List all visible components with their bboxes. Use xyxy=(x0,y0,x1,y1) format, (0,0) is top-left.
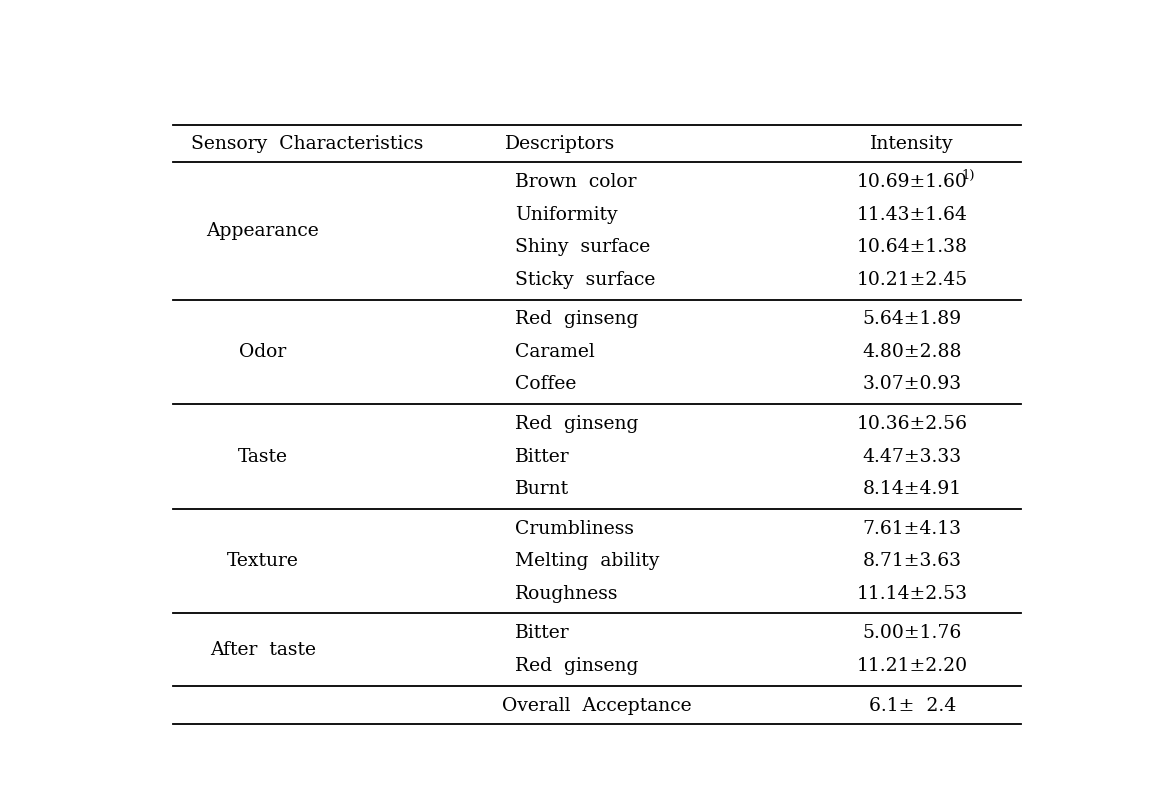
Text: Red  ginseng: Red ginseng xyxy=(516,657,639,675)
Text: Crumbliness: Crumbliness xyxy=(516,519,634,538)
Text: Sensory  Characteristics: Sensory Characteristics xyxy=(191,135,423,153)
Text: Taste: Taste xyxy=(237,447,288,465)
Text: 1): 1) xyxy=(961,169,975,182)
Text: 8.14±4.91: 8.14±4.91 xyxy=(863,480,961,498)
Text: 7.61±4.13: 7.61±4.13 xyxy=(863,519,961,538)
Text: 5.64±1.89: 5.64±1.89 xyxy=(863,311,961,328)
Text: Burnt: Burnt xyxy=(516,480,569,498)
Text: 4.80±2.88: 4.80±2.88 xyxy=(863,343,961,361)
Text: Odor: Odor xyxy=(239,343,286,361)
Text: 6.1±  2.4: 6.1± 2.4 xyxy=(868,697,956,714)
Text: 11.43±1.64: 11.43±1.64 xyxy=(857,205,967,224)
Text: Overall  Acceptance: Overall Acceptance xyxy=(502,697,691,714)
Text: Brown  color: Brown color xyxy=(516,173,637,192)
Text: 11.14±2.53: 11.14±2.53 xyxy=(857,585,967,603)
Text: 5.00±1.76: 5.00±1.76 xyxy=(863,625,961,642)
Text: Bitter: Bitter xyxy=(516,625,570,642)
Text: Bitter: Bitter xyxy=(516,447,570,465)
Text: Sticky  surface: Sticky surface xyxy=(516,270,655,289)
Text: Coffee: Coffee xyxy=(516,375,576,393)
Text: Intensity: Intensity xyxy=(871,135,954,153)
Text: Uniformity: Uniformity xyxy=(516,205,618,224)
Text: Red  ginseng: Red ginseng xyxy=(516,415,639,433)
Text: 8.71±3.63: 8.71±3.63 xyxy=(863,553,961,570)
Text: Caramel: Caramel xyxy=(516,343,595,361)
Text: 10.36±2.56: 10.36±2.56 xyxy=(857,415,967,433)
Text: Shiny  surface: Shiny surface xyxy=(516,238,651,256)
Text: Appearance: Appearance xyxy=(206,222,319,240)
Text: Texture: Texture xyxy=(227,553,299,570)
Text: 11.21±2.20: 11.21±2.20 xyxy=(857,657,967,675)
Text: 3.07±0.93: 3.07±0.93 xyxy=(863,375,961,393)
Text: Melting  ability: Melting ability xyxy=(516,553,660,570)
Text: Descriptors: Descriptors xyxy=(505,135,616,153)
Text: 10.21±2.45: 10.21±2.45 xyxy=(857,270,968,289)
Text: 4.47±3.33: 4.47±3.33 xyxy=(863,447,961,465)
Text: Roughness: Roughness xyxy=(516,585,619,603)
Text: After  taste: After taste xyxy=(210,641,315,659)
Text: 10.64±1.38: 10.64±1.38 xyxy=(857,238,967,256)
Text: Red  ginseng: Red ginseng xyxy=(516,311,639,328)
Text: 10.69±1.60: 10.69±1.60 xyxy=(857,173,967,192)
